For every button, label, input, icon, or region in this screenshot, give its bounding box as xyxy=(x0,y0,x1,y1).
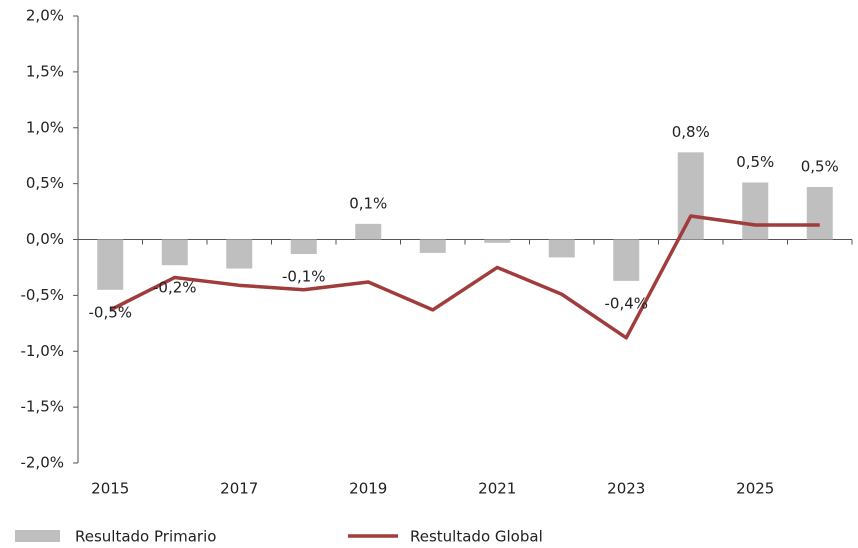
x-tick-label: 2019 xyxy=(349,480,387,498)
y-tick-label: 0,0% xyxy=(26,230,64,248)
bar xyxy=(677,152,704,240)
legend-swatch xyxy=(15,530,60,542)
line xyxy=(109,214,820,340)
data-label: 0,5% xyxy=(801,157,839,175)
y-tick-label: -1,0% xyxy=(20,342,64,360)
bar xyxy=(290,239,317,255)
bar xyxy=(742,182,769,240)
bar xyxy=(548,239,575,258)
x-tick-label: 2023 xyxy=(607,480,645,498)
bar xyxy=(613,239,640,281)
bar xyxy=(355,223,382,240)
data-label: -0,5% xyxy=(88,303,132,321)
x-tick-label: 2017 xyxy=(220,480,258,498)
data-label: 0,8% xyxy=(672,123,710,141)
bar xyxy=(419,239,446,253)
bar xyxy=(161,239,188,266)
data-label: -0,1% xyxy=(282,268,326,286)
y-tick-label: -2,0% xyxy=(20,454,64,472)
x-tick-label: 2021 xyxy=(478,480,516,498)
bar xyxy=(97,239,124,290)
x-tick-label: 2025 xyxy=(736,480,774,498)
legend-label: Restultado Global xyxy=(410,528,543,546)
data-label: 0,1% xyxy=(349,194,387,212)
bar xyxy=(226,239,253,269)
data-label: -0,2% xyxy=(153,279,197,297)
bar xyxy=(806,186,833,240)
y-tick-label: -0,5% xyxy=(20,286,64,304)
data-label: -0,4% xyxy=(604,294,648,312)
bar xyxy=(484,239,511,243)
y-tick-label: 2,0% xyxy=(26,7,64,25)
y-tick-label: -1,5% xyxy=(20,398,64,416)
legend-label: Resultado Primario xyxy=(75,528,216,546)
data-label: 0,5% xyxy=(736,153,774,171)
x-tick-label: 2015 xyxy=(91,480,129,498)
y-tick-label: 1,5% xyxy=(26,62,64,80)
y-tick-label: 0,5% xyxy=(26,174,64,192)
y-tick-label: 1,0% xyxy=(26,118,64,136)
